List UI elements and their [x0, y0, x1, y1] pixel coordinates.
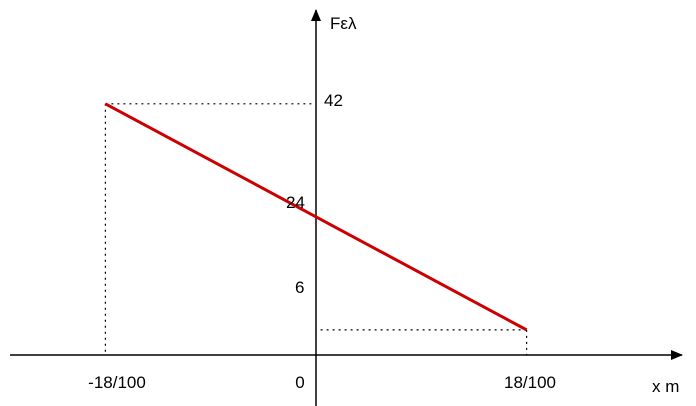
x-tick-label-0: -18/100 [88, 373, 146, 392]
y-axis-label: Fελ [330, 14, 357, 33]
y-tick-label-1: 24 [286, 193, 305, 212]
y-tick-label-0: 42 [324, 91, 343, 110]
x-tick-label-2: 18/100 [504, 373, 556, 392]
y-tick-label-2: 6 [295, 278, 304, 297]
series-group [104, 102, 528, 332]
x-tick-label-1: 0 [295, 373, 304, 392]
guide-lines [104, 103, 528, 355]
x-axis-label: x m [652, 377, 679, 396]
series-line [104, 102, 528, 332]
